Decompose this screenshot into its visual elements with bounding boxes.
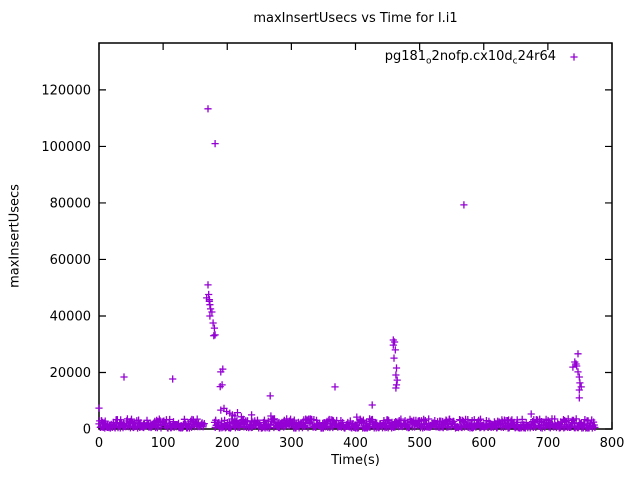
- legend-label: pg181o2nofp.cx10dc24r64: [384, 49, 556, 67]
- svg-text:300: 300: [279, 436, 304, 451]
- svg-text:100: 100: [151, 436, 176, 451]
- svg-text:600: 600: [471, 436, 496, 451]
- svg-text:500: 500: [407, 436, 432, 451]
- svg-text:120000: 120000: [41, 83, 91, 98]
- plot-border: [98, 42, 613, 430]
- svg-text:100000: 100000: [41, 140, 91, 155]
- x-tick-labels: 0 100 200 300 400 500 600 700 800: [95, 436, 625, 451]
- scatter-points: [95, 105, 599, 432]
- y-tick-labels: 0 20000 40000 60000 80000 100000 120000: [41, 83, 91, 437]
- svg-text:800: 800: [600, 436, 625, 451]
- svg-text:0: 0: [83, 423, 91, 438]
- svg-text:400: 400: [343, 436, 368, 451]
- chart-title: maxInsertUsecs vs Time for I.i1: [253, 11, 458, 26]
- svg-text:0: 0: [95, 436, 103, 451]
- svg-text:60000: 60000: [50, 253, 91, 268]
- svg-text:80000: 80000: [50, 196, 91, 211]
- svg-text:700: 700: [535, 436, 560, 451]
- svg-text:40000: 40000: [50, 309, 91, 324]
- legend-marker-icon: [570, 53, 578, 61]
- x-axis-ticks: [98, 43, 613, 429]
- x-axis-label: Time(s): [331, 453, 380, 468]
- svg-text:200: 200: [215, 436, 240, 451]
- y-axis-ticks: [99, 89, 612, 430]
- svg-text:20000: 20000: [50, 366, 91, 381]
